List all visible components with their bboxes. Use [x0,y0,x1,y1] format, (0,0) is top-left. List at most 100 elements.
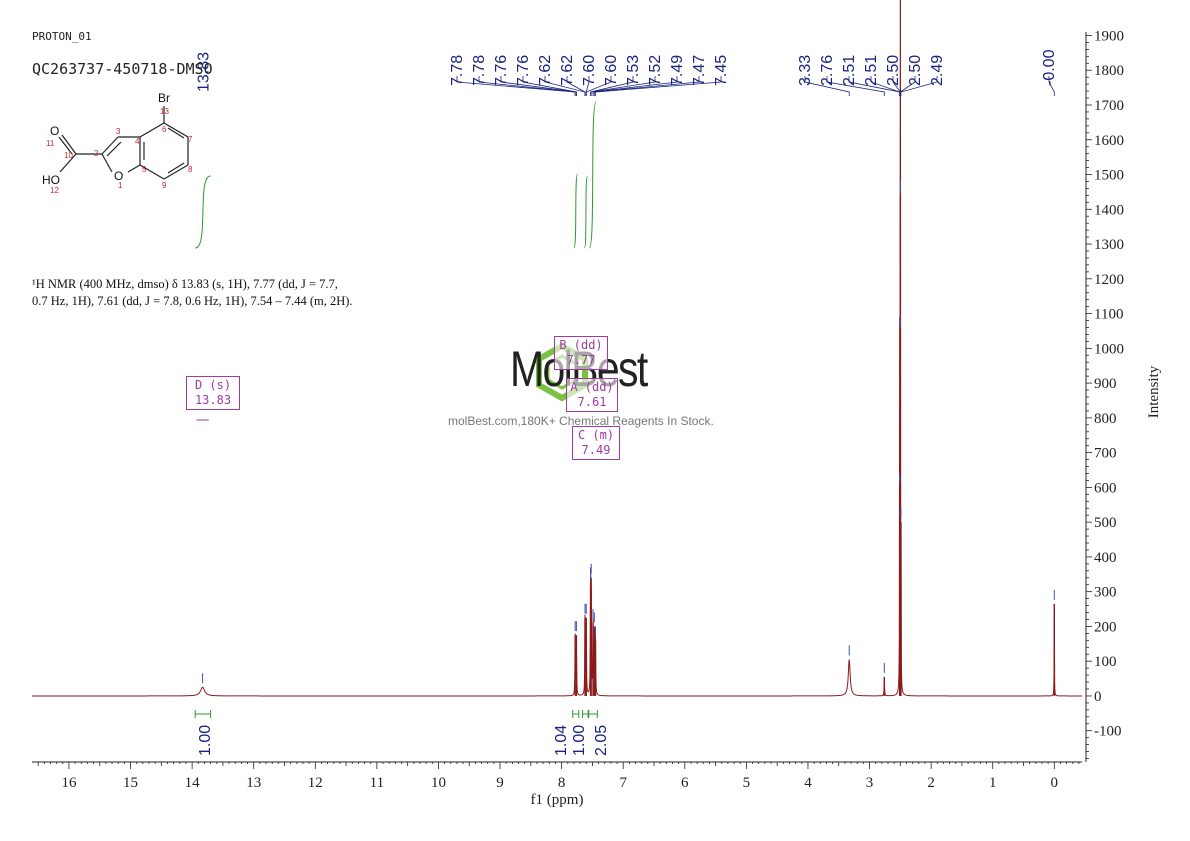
x-tick-label: 10 [431,775,446,791]
x-tick-label: 0 [1051,775,1059,791]
x-tick-label: 1 [989,775,997,791]
y-tick-label: -100 [1094,724,1122,740]
peak-label-connector [900,76,938,96]
x-tick-label: 13 [246,775,261,791]
multiplet-value: 7.77 [566,353,596,367]
peak-label-connector [478,76,576,96]
y-tick-label: 1400 [1094,202,1124,218]
y-tick-label: 0 [1094,689,1102,705]
peak-label: 7.78 [471,55,488,86]
multiplet-label: C (m) [577,428,615,442]
x-tick-label: 12 [308,775,323,791]
atom-num-8: 8 [188,165,193,174]
y-tick-label: 300 [1094,585,1117,601]
y-tick-label: 1100 [1094,307,1123,323]
peak-label-connector [595,76,722,96]
y-tick-label: 700 [1094,446,1117,462]
atom-num-9: 9 [162,181,167,190]
peak-label-connector [826,76,885,96]
x-tick-label: 9 [496,775,504,791]
experiment-title: PROTON_01 [32,30,92,43]
peak-label-connector [804,76,850,96]
peak-label-connector [593,76,700,96]
y-tick-label: 400 [1094,550,1117,566]
x-tick-label: 16 [61,775,77,791]
x-tick-label: 14 [185,775,201,791]
peak-label: 7.60 [603,55,620,86]
peak-label-connector [566,76,586,96]
peak-label: 7.62 [537,55,554,86]
peak-label: -0.00 [1041,49,1058,86]
atom-num-4: 4 [135,137,140,146]
nmr-description-line-2: 0.7 Hz, 1H), 7.61 (dd, J = 7.8, 0.6 Hz, … [32,294,353,308]
peak-label: 7.52 [647,55,664,86]
atom-num-12: 12 [50,186,59,195]
y-tick-label: 1300 [1094,237,1124,253]
atom-num-3: 3 [116,127,121,136]
peak-label: 7.76 [493,55,510,86]
integral-value: 1.00 [571,725,588,756]
nmr-description-line-1: ¹H NMR (400 MHz, dmso) δ 13.83 (s, 1H), … [32,277,338,291]
integral-value: 2.05 [593,725,610,756]
peak-label: 3.33 [797,55,814,86]
x-tick-label: 11 [370,775,384,791]
atom-br: Br [158,92,170,105]
y-tick-label: 600 [1094,480,1117,496]
atom-num-11: 11 [46,139,55,148]
peak-label-connector [870,76,901,96]
peak-label: 2.50 [885,55,902,86]
atom-num-5: 5 [142,165,147,174]
multiplet-value: 13.83 [194,393,232,407]
peak-label: 7.76 [515,55,532,86]
peak-label: 2.76 [819,55,836,86]
x-tick-label: 3 [866,775,874,791]
atom-num-1: 1 [118,181,123,190]
peak-label: 2.51 [863,55,880,86]
x-tick-label: 4 [804,775,812,791]
peak-label-connector [592,76,678,96]
x-tick-label: 8 [558,775,566,791]
peak-label: 7.47 [691,55,708,86]
y-tick-label: 900 [1094,376,1117,392]
atom-num-7: 7 [188,135,193,144]
y-tick-label: 1900 [1094,28,1124,44]
x-tick-label: 5 [743,775,751,791]
multiplet-value: 7.61 [577,395,607,409]
watermark-tagline: molBest.com,180K+ Chemical Reagents In S… [448,414,714,428]
multiplet-label: D (s) [194,378,232,392]
y-tick-label: 1800 [1094,63,1124,79]
atom-num-2: 2 [94,149,99,158]
peak-label: 7.45 [713,55,730,86]
integral-value: 1.00 [197,725,214,756]
peak-label: 7.49 [669,55,686,86]
nmr-description: ¹H NMR (400 MHz, dmso) δ 13.83 (s, 1H), … [32,276,452,310]
atom-ho: HO [42,173,60,187]
multiplet-box-b: B (dd) 7.77 [554,336,608,370]
y-tick-label: 500 [1094,515,1117,531]
atom-o1: O [114,169,123,183]
y-tick-label: 200 [1094,619,1117,635]
integral-curve [195,175,211,249]
x-tick-label: 2 [927,775,935,791]
y-tick-label: 1700 [1094,98,1124,114]
x-axis-label: f1 (ppm) [531,792,584,808]
integral-curve [588,101,597,249]
atom-num-10: 10 [64,151,73,160]
x-tick-label: 15 [123,775,138,791]
peak-label: 2.49 [929,55,946,86]
y-tick-label: 1200 [1094,272,1124,288]
peak-label: 7.78 [449,55,466,86]
peak-label-connector [590,76,656,96]
y-tick-label: 800 [1094,411,1117,427]
peak-label: 2.51 [841,55,858,86]
multiplet-label: B (dd) [559,338,603,352]
y-tick-label: 100 [1094,654,1117,670]
integral-curve [573,173,579,249]
atom-o11: O [50,124,59,138]
sample-title: QC263737-450718-DMSO [32,60,213,78]
x-tick-label: 6 [681,775,689,791]
peak-label-connector [899,76,916,96]
multiplet-value: 7.49 [581,443,611,457]
x-tick-label: 7 [619,775,627,791]
